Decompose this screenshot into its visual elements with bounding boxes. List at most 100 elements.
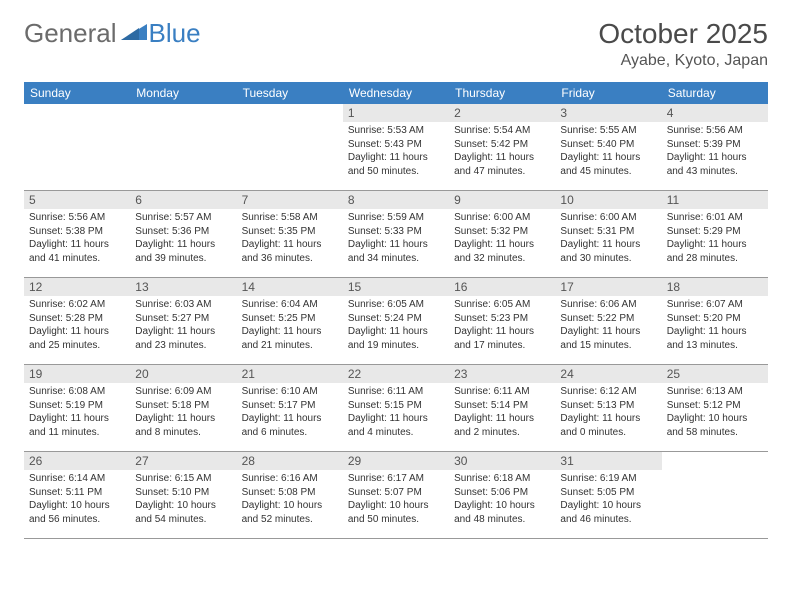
day-detail-line: Sunset: 5:31 PM — [560, 225, 656, 239]
logo: General Blue — [24, 18, 201, 49]
day-detail-line: Sunrise: 6:00 AM — [454, 211, 550, 225]
day-number-bar: 4 — [662, 104, 768, 122]
day-detail-line: and 48 minutes. — [454, 513, 550, 527]
day-detail-line: Sunset: 5:08 PM — [242, 486, 338, 500]
day-detail-line: Sunrise: 6:01 AM — [667, 211, 763, 225]
day-detail-line: Sunset: 5:11 PM — [29, 486, 125, 500]
day-detail-line: Daylight: 11 hours — [667, 325, 763, 339]
calendar-week: 5Sunrise: 5:56 AMSunset: 5:38 PMDaylight… — [24, 191, 768, 278]
calendar-day: 13Sunrise: 6:03 AMSunset: 5:27 PMDayligh… — [130, 278, 236, 364]
day-detail-line: Daylight: 10 hours — [667, 412, 763, 426]
day-detail-line: Sunset: 5:06 PM — [454, 486, 550, 500]
day-detail-line: Sunrise: 6:02 AM — [29, 298, 125, 312]
day-detail-line: Sunrise: 6:06 AM — [560, 298, 656, 312]
day-detail-line: and 39 minutes. — [135, 252, 231, 266]
calendar-day: 25Sunrise: 6:13 AMSunset: 5:12 PMDayligh… — [662, 365, 768, 451]
day-detail-line: Sunset: 5:25 PM — [242, 312, 338, 326]
day-detail-line: Sunset: 5:20 PM — [667, 312, 763, 326]
day-number-bar: 27 — [130, 452, 236, 470]
day-number-bar: 22 — [343, 365, 449, 383]
day-detail-line: Sunrise: 6:11 AM — [348, 385, 444, 399]
day-detail-line: Daylight: 11 hours — [29, 412, 125, 426]
day-detail-line: Sunrise: 6:13 AM — [667, 385, 763, 399]
day-detail-line: Sunrise: 5:56 AM — [667, 124, 763, 138]
day-detail-line: Sunset: 5:05 PM — [560, 486, 656, 500]
day-number: 15 — [348, 280, 444, 294]
day-detail-line: Daylight: 11 hours — [667, 238, 763, 252]
day-detail-line: Daylight: 11 hours — [348, 238, 444, 252]
day-detail-line: and 41 minutes. — [29, 252, 125, 266]
day-detail-line: Sunrise: 6:17 AM — [348, 472, 444, 486]
day-detail-line: Daylight: 11 hours — [135, 412, 231, 426]
day-detail-line: Sunset: 5:13 PM — [560, 399, 656, 413]
day-detail-line: Sunset: 5:35 PM — [242, 225, 338, 239]
day-number: 10 — [560, 193, 656, 207]
day-detail-line: Daylight: 10 hours — [348, 499, 444, 513]
calendar-day: 21Sunrise: 6:10 AMSunset: 5:17 PMDayligh… — [237, 365, 343, 451]
day-number-bar: 24 — [555, 365, 661, 383]
day-number-bar: 15 — [343, 278, 449, 296]
day-detail-line: Daylight: 11 hours — [135, 325, 231, 339]
day-detail-line: Sunset: 5:42 PM — [454, 138, 550, 152]
day-number: 18 — [667, 280, 763, 294]
day-number-bar: 8 — [343, 191, 449, 209]
calendar-day: 20Sunrise: 6:09 AMSunset: 5:18 PMDayligh… — [130, 365, 236, 451]
calendar-day: 14Sunrise: 6:04 AMSunset: 5:25 PMDayligh… — [237, 278, 343, 364]
day-number: 6 — [135, 193, 231, 207]
day-detail-line: Daylight: 11 hours — [454, 412, 550, 426]
day-detail-line: Daylight: 11 hours — [348, 151, 444, 165]
day-number-bar: 5 — [24, 191, 130, 209]
day-number-bar: 21 — [237, 365, 343, 383]
weekday-header: Saturday — [662, 82, 768, 104]
day-number-bar: 14 — [237, 278, 343, 296]
day-number: 20 — [135, 367, 231, 381]
calendar-day: 4Sunrise: 5:56 AMSunset: 5:39 PMDaylight… — [662, 104, 768, 190]
day-number: 22 — [348, 367, 444, 381]
day-detail-line: and 50 minutes. — [348, 165, 444, 179]
day-detail-line: Sunrise: 6:19 AM — [560, 472, 656, 486]
day-detail-line: Sunrise: 5:57 AM — [135, 211, 231, 225]
calendar: SundayMondayTuesdayWednesdayThursdayFrid… — [24, 82, 768, 539]
calendar-day: 10 Sunrise: 6:00 AMSunset: 5:31 PMDayligh… — [555, 191, 661, 277]
day-number: 28 — [242, 454, 338, 468]
day-detail-line: Sunset: 5:33 PM — [348, 225, 444, 239]
day-detail-line: Daylight: 11 hours — [242, 412, 338, 426]
day-detail-line: Daylight: 11 hours — [560, 325, 656, 339]
day-number-bar: 17 — [555, 278, 661, 296]
day-number: 19 — [29, 367, 125, 381]
calendar-day: 3Sunrise: 5:55 AMSunset: 5:40 PMDaylight… — [555, 104, 661, 190]
weekday-header: Thursday — [449, 82, 555, 104]
day-detail-line: Sunrise: 6:03 AM — [135, 298, 231, 312]
day-detail-line: Sunrise: 6:14 AM — [29, 472, 125, 486]
day-detail-line: Sunrise: 6:11 AM — [454, 385, 550, 399]
day-detail-line: and 13 minutes. — [667, 339, 763, 353]
calendar-day: 12Sunrise: 6:02 AMSunset: 5:28 PMDayligh… — [24, 278, 130, 364]
weekday-header: Friday — [555, 82, 661, 104]
day-number-bar: 11 — [662, 191, 768, 209]
calendar-day: 17Sunrise: 6:06 AMSunset: 5:22 PMDayligh… — [555, 278, 661, 364]
day-detail-line: Sunrise: 6:00 AM — [560, 211, 656, 225]
title-block: October 2025 Ayabe, Kyoto, Japan — [598, 18, 768, 70]
day-number: 29 — [348, 454, 444, 468]
day-number: 23 — [454, 367, 550, 381]
day-number: 7 — [242, 193, 338, 207]
day-detail-line: Sunset: 5:43 PM — [348, 138, 444, 152]
day-detail-line: Daylight: 11 hours — [560, 238, 656, 252]
month-title: October 2025 — [598, 18, 768, 50]
day-detail-line: and 2 minutes. — [454, 426, 550, 440]
day-number-bar: 30 — [449, 452, 555, 470]
day-detail-line: and 36 minutes. — [242, 252, 338, 266]
day-detail-line: Sunset: 5:32 PM — [454, 225, 550, 239]
day-detail-line: Daylight: 11 hours — [454, 151, 550, 165]
day-detail-line: Sunset: 5:38 PM — [29, 225, 125, 239]
calendar-day: 11Sunrise: 6:01 AMSunset: 5:29 PMDayligh… — [662, 191, 768, 277]
day-number-bar: 9 — [449, 191, 555, 209]
day-number-bar: 28 — [237, 452, 343, 470]
day-number-bar: 13 — [130, 278, 236, 296]
calendar-day: 27Sunrise: 6:15 AMSunset: 5:10 PMDayligh… — [130, 452, 236, 538]
day-number: 17 — [560, 280, 656, 294]
day-detail-line: Sunrise: 6:10 AM — [242, 385, 338, 399]
day-detail-line: and 50 minutes. — [348, 513, 444, 527]
day-detail-line: Sunrise: 6:05 AM — [348, 298, 444, 312]
weekday-header-row: SundayMondayTuesdayWednesdayThursdayFrid… — [24, 82, 768, 104]
